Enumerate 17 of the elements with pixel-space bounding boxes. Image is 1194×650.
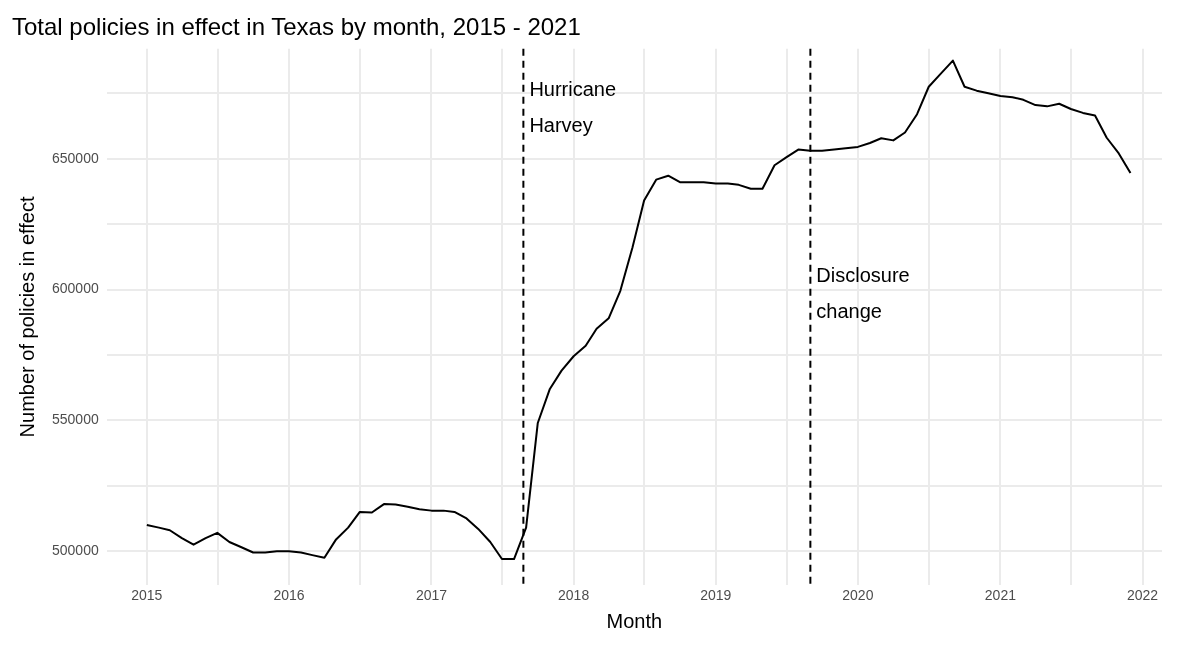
y-tick-label: 500000 — [52, 542, 99, 559]
y-tick-label: 550000 — [52, 411, 99, 428]
x-tick-label: 2020 — [842, 587, 874, 604]
y-tick-label: 600000 — [52, 280, 99, 297]
x-tick-label: 2015 — [131, 587, 163, 604]
x-tick-label: 2018 — [558, 587, 590, 604]
annotation: Disclosure change — [816, 264, 910, 323]
x-tick-label: 2021 — [984, 587, 1017, 604]
x-tick-label: 2017 — [415, 587, 448, 604]
x-tick-label: 2016 — [273, 587, 305, 604]
x-tick-label: 2019 — [700, 587, 732, 604]
y-axis-title: Number of policies in effect — [15, 196, 38, 438]
x-axis-title: Month — [606, 609, 663, 632]
x-tick-label: 2022 — [1126, 587, 1159, 604]
annotation: Hurricane Harvey — [529, 78, 617, 137]
chart-title: Total policies in effect in Texas by month, 2015 - 2021 — [12, 13, 581, 41]
y-tick-label: 650000 — [52, 149, 99, 166]
